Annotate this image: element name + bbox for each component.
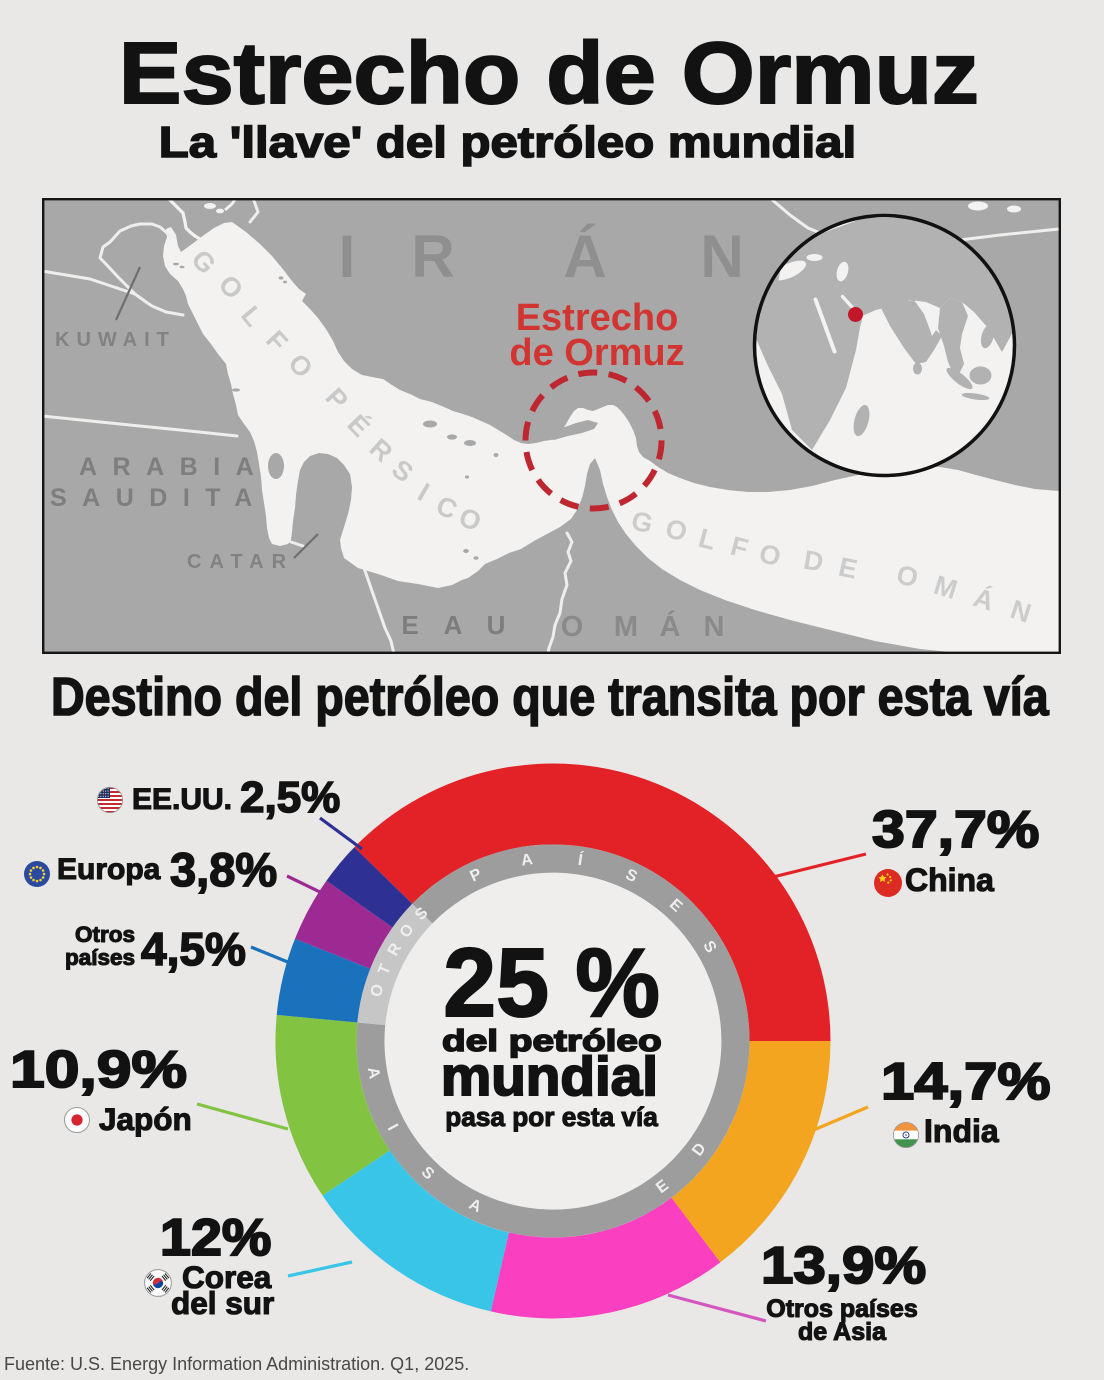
svg-text:M: M xyxy=(614,611,638,643)
svg-text:F: F xyxy=(727,531,751,564)
svg-text:Á: Á xyxy=(660,609,681,643)
svg-text:O: O xyxy=(368,982,388,999)
svg-text:O: O xyxy=(561,611,584,643)
svg-text:Í: Í xyxy=(577,850,585,870)
svg-text:SAUDITA: SAUDITA xyxy=(50,484,268,512)
svg-text:U: U xyxy=(487,610,506,640)
svg-text:R: R xyxy=(411,223,454,290)
svg-text:CATAR: CATAR xyxy=(187,551,294,573)
svg-text:A: A xyxy=(444,610,463,640)
svg-text:A: A xyxy=(520,851,534,870)
svg-text:E: E xyxy=(836,552,860,585)
svg-text:de Ormuz: de Ormuz xyxy=(509,332,684,374)
svg-text:E: E xyxy=(401,610,418,640)
svg-text:A: A xyxy=(364,1066,383,1081)
svg-text:Estrecho: Estrecho xyxy=(516,297,679,339)
svg-text:ARABIA: ARABIA xyxy=(79,453,269,481)
svg-text:L: L xyxy=(695,523,719,556)
svg-text:Á: Á xyxy=(563,223,606,290)
svg-text:N: N xyxy=(704,611,725,643)
svg-text:N: N xyxy=(700,223,743,290)
svg-text:KUWAIT: KUWAIT xyxy=(55,329,176,351)
svg-text:I: I xyxy=(339,223,356,290)
svg-text:I: I xyxy=(384,1122,401,1134)
